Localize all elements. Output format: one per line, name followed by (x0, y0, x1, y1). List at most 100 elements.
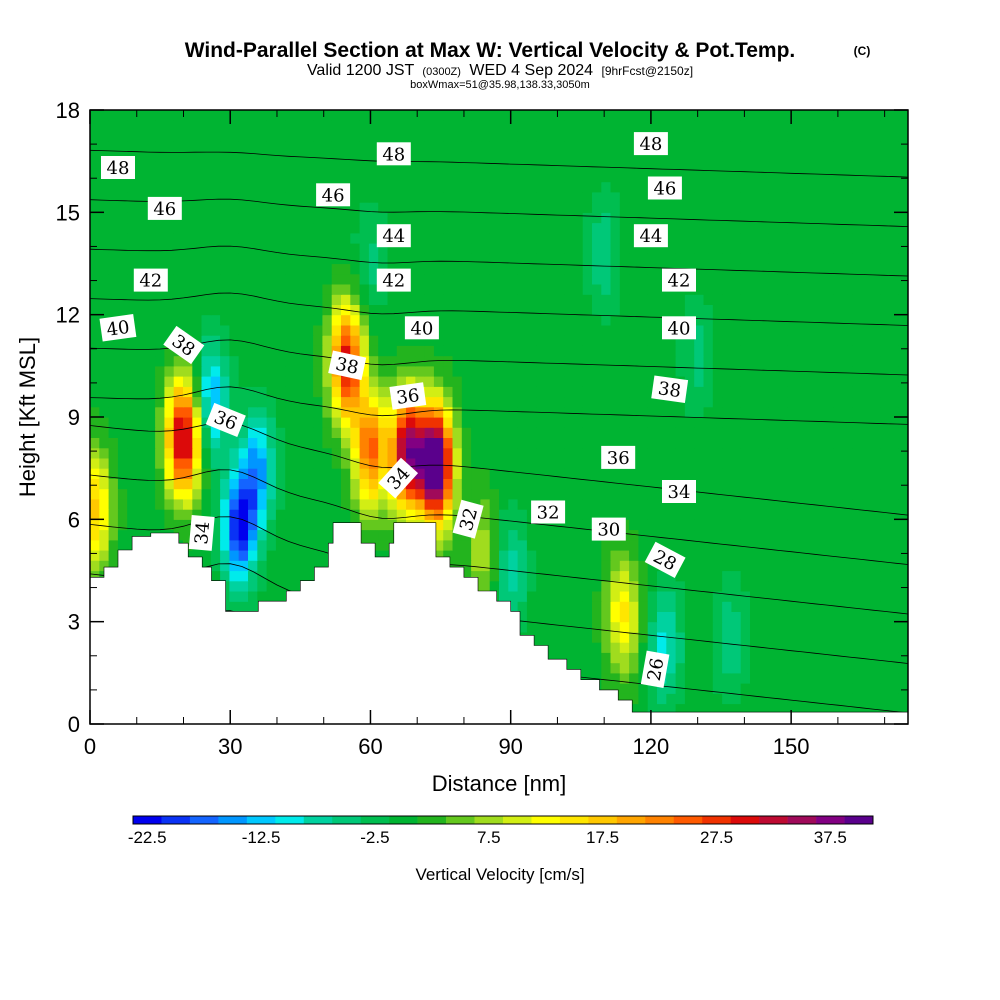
velocity-cell (257, 498, 268, 510)
velocity-cell (266, 181, 277, 193)
velocity-cell (889, 417, 900, 428)
velocity-cell (480, 539, 491, 551)
velocity-cell (396, 365, 407, 377)
velocity-cell (322, 150, 333, 162)
velocity-cell (815, 703, 825, 715)
velocity-cell (350, 294, 361, 305)
velocity-cell (889, 191, 900, 203)
velocity-cell (192, 171, 203, 183)
velocity-cell (833, 304, 844, 316)
velocity-cell (861, 386, 872, 398)
velocity-cell (285, 335, 296, 346)
velocity-cell (164, 488, 175, 500)
velocity-cell (759, 539, 770, 551)
velocity-cell (564, 222, 574, 234)
velocity-cell (210, 191, 221, 203)
velocity-cell (629, 672, 639, 684)
velocity-cell (703, 672, 714, 684)
velocity-cell (684, 642, 695, 653)
velocity-cell (666, 222, 677, 234)
velocity-cell (852, 519, 863, 531)
velocity-cell (777, 642, 788, 653)
velocity-cell (712, 171, 723, 183)
velocity-cell (880, 284, 890, 295)
velocity-cell (861, 437, 872, 449)
velocity-cell (108, 550, 119, 561)
velocity-cell (731, 355, 742, 367)
velocity-cell (694, 611, 705, 623)
velocity-cell (303, 427, 314, 438)
velocity-cell (889, 355, 900, 367)
velocity-cell (322, 304, 333, 316)
velocity-cell (824, 171, 835, 183)
velocity-cell (852, 550, 863, 561)
velocity-cell (629, 191, 639, 203)
velocity-cell (564, 631, 574, 643)
velocity-cell (285, 509, 296, 520)
velocity-cell (368, 324, 379, 336)
velocity-cell (592, 591, 602, 602)
velocity-cell (824, 191, 835, 203)
velocity-cell (499, 253, 509, 265)
velocity-cell (471, 447, 481, 459)
velocity-cell (852, 509, 863, 520)
velocity-cell (303, 539, 314, 551)
velocity-cell (489, 468, 500, 479)
velocity-cell (294, 161, 305, 172)
velocity-cell (898, 355, 908, 367)
velocity-cell (545, 386, 556, 398)
velocity-cell (257, 488, 268, 500)
velocity-cell (471, 335, 481, 346)
velocity-cell (192, 488, 203, 500)
velocity-cell (592, 396, 602, 408)
velocity-cell (359, 519, 370, 531)
velocity-cell (471, 243, 481, 254)
velocity-cell (815, 580, 825, 592)
velocity-cell (117, 468, 128, 479)
velocity-cell (657, 253, 667, 265)
velocity-cell (210, 427, 221, 438)
velocity-cell (322, 498, 333, 510)
velocity-cell (750, 191, 760, 203)
velocity-cell (480, 171, 491, 183)
velocity-cell (870, 570, 881, 582)
velocity-cell (898, 693, 908, 705)
velocity-cell (787, 150, 798, 162)
velocity-cell (238, 335, 249, 346)
velocity-cell (99, 509, 110, 520)
velocity-cell (443, 273, 454, 285)
velocity-cell (350, 437, 361, 449)
velocity-cell (480, 509, 491, 520)
velocity-cell (508, 386, 519, 398)
velocity-cell (694, 191, 705, 203)
velocity-cell (136, 161, 147, 172)
velocity-cell (861, 611, 872, 623)
velocity-cell (90, 355, 100, 367)
velocity-cell (722, 672, 732, 684)
velocity-cell (684, 560, 695, 572)
velocity-cell (592, 560, 602, 572)
velocity-cell (647, 345, 658, 357)
velocity-cell (461, 376, 472, 387)
velocity-cell (768, 447, 779, 459)
velocity-cell (880, 202, 890, 213)
velocity-cell (647, 642, 658, 653)
velocity-cell (508, 222, 519, 234)
velocity-cell (629, 591, 639, 602)
velocity-cell (675, 161, 686, 172)
velocity-cell (601, 140, 612, 152)
velocity-cell (536, 580, 547, 592)
velocity-cell (694, 232, 705, 244)
velocity-cell (824, 642, 835, 653)
velocity-cell (554, 560, 565, 572)
velocity-cell (313, 304, 323, 316)
velocity-cell (313, 560, 323, 572)
velocity-cell (508, 396, 519, 408)
velocity-cell (341, 468, 351, 479)
velocity-cell (861, 550, 872, 561)
velocity-cell (777, 191, 788, 203)
velocity-cell (703, 468, 714, 479)
velocity-cell (452, 304, 463, 316)
velocity-cell (378, 376, 389, 387)
velocity-cell (275, 498, 286, 510)
